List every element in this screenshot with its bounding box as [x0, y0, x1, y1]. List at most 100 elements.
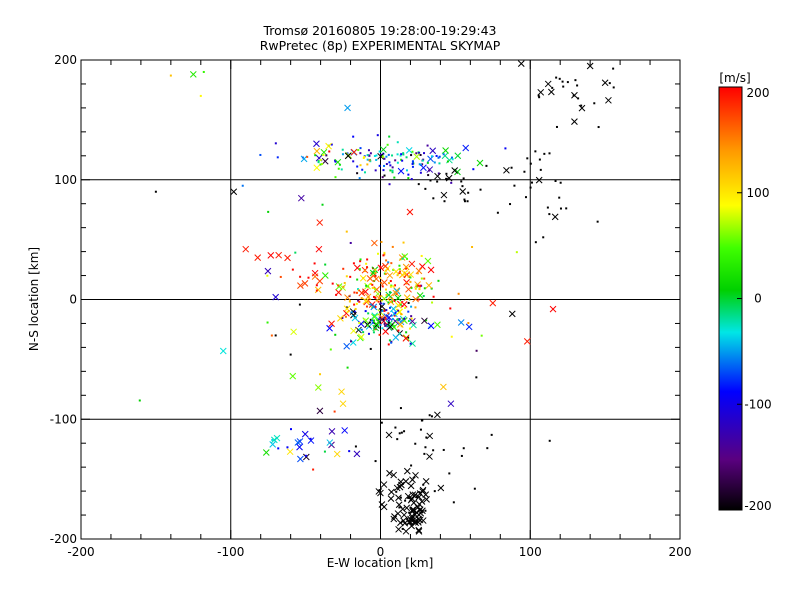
data-point-dot: [354, 307, 357, 310]
data-point-cross: [394, 302, 402, 309]
data-point-cross: [353, 450, 361, 458]
cross-stroke: [404, 492, 412, 500]
data-point-cross: [396, 483, 404, 491]
data-point-dot: [377, 321, 380, 324]
cross-stroke: [442, 147, 449, 154]
cross-stroke: [420, 164, 427, 172]
cross-stroke: [394, 302, 402, 309]
data-point-dot: [241, 184, 244, 187]
data-point-dot: [423, 277, 426, 280]
cross-stroke: [402, 263, 410, 271]
data-point-cross: [392, 268, 400, 275]
cross-stroke: [370, 303, 378, 311]
data-point-dot: [358, 300, 361, 303]
data-point-dot: [380, 240, 383, 243]
cross-stroke: [242, 245, 250, 253]
data-point-dot: [367, 295, 370, 298]
data-point-cross: [434, 411, 441, 419]
data-point-dot: [401, 159, 404, 162]
data-point-dot: [367, 300, 370, 303]
data-point-dot: [466, 200, 469, 203]
data-point-dot: [450, 156, 453, 159]
cross-stroke: [307, 437, 315, 444]
cross-stroke: [400, 517, 407, 525]
data-point-cross: [418, 498, 426, 505]
cross-stroke: [409, 317, 416, 325]
data-point-dot: [596, 220, 599, 223]
data-point-dot: [513, 184, 516, 187]
data-point-dot: [435, 154, 438, 157]
data-point-dot: [366, 163, 369, 166]
data-point-dot: [384, 269, 387, 272]
data-point-dot: [322, 154, 325, 157]
data-point-cross: [419, 486, 427, 494]
cross-stroke: [371, 313, 378, 321]
data-point-dot: [333, 410, 336, 413]
data-point-dot: [417, 298, 420, 301]
data-point-dot: [358, 268, 361, 271]
data-point-dot: [398, 332, 401, 335]
data-point-cross: [417, 509, 425, 517]
data-point-dot: [415, 520, 418, 523]
cross-stroke: [423, 495, 430, 503]
data-point-dot: [391, 245, 394, 248]
data-point-dot: [400, 153, 403, 156]
data-point-cross: [390, 471, 398, 479]
cross-stroke: [311, 269, 319, 277]
chart-subtitle: RwPretec (8p) EXPERIMENTAL SKYMAP: [260, 38, 501, 53]
data-point-dot: [367, 285, 370, 288]
data-point-dot: [510, 166, 513, 169]
cross-stroke: [316, 277, 324, 285]
cross-stroke: [392, 289, 400, 297]
data-point-dot: [359, 164, 362, 167]
data-point-dot: [138, 399, 141, 402]
data-point-dot: [382, 302, 385, 305]
data-point-dot: [538, 96, 541, 99]
cross-stroke: [372, 275, 380, 283]
data-point-cross: [442, 147, 449, 154]
data-point-dot: [411, 150, 414, 153]
data-point-cross: [341, 427, 349, 434]
data-point-dot: [432, 449, 435, 452]
data-point-cross: [409, 476, 416, 484]
data-point-dot: [551, 86, 554, 89]
cross-stroke: [350, 311, 357, 319]
data-point-dot: [388, 161, 391, 164]
cross-stroke: [386, 323, 394, 331]
data-point-dot: [548, 152, 551, 155]
data-point-dot: [286, 446, 289, 449]
cross-stroke: [325, 142, 332, 150]
data-point-dot: [356, 165, 359, 168]
cross-stroke: [405, 147, 413, 154]
data-point-dot: [169, 74, 172, 77]
cross-stroke: [371, 239, 378, 247]
cross-stroke: [294, 439, 302, 446]
data-point-cross: [286, 448, 294, 456]
data-point-dot: [365, 284, 368, 287]
data-point-dot: [448, 472, 451, 475]
data-point-dot: [382, 254, 385, 257]
data-point-dot: [384, 272, 387, 275]
data-point-cross: [422, 477, 430, 485]
data-point-dot: [375, 154, 378, 157]
data-point-cross: [586, 62, 594, 70]
data-point-dot: [546, 206, 549, 209]
data-point-cross: [397, 167, 405, 175]
cross-stroke: [571, 118, 578, 125]
data-point-cross: [401, 269, 409, 277]
data-point-cross: [301, 430, 309, 438]
data-point-cross: [289, 372, 297, 380]
cross-stroke: [350, 327, 357, 335]
data-point-dot: [463, 198, 466, 201]
data-point-dot: [385, 163, 388, 166]
data-point-dot: [378, 150, 381, 153]
data-point-dot: [543, 152, 546, 155]
cross-stroke: [289, 372, 297, 380]
data-point-dot: [562, 85, 565, 88]
data-point-cross: [242, 245, 250, 253]
cross-stroke: [334, 158, 342, 166]
data-point-dot: [407, 301, 410, 304]
data-point-cross: [427, 322, 435, 330]
cross-stroke: [262, 449, 270, 456]
data-point-dot: [396, 141, 399, 144]
